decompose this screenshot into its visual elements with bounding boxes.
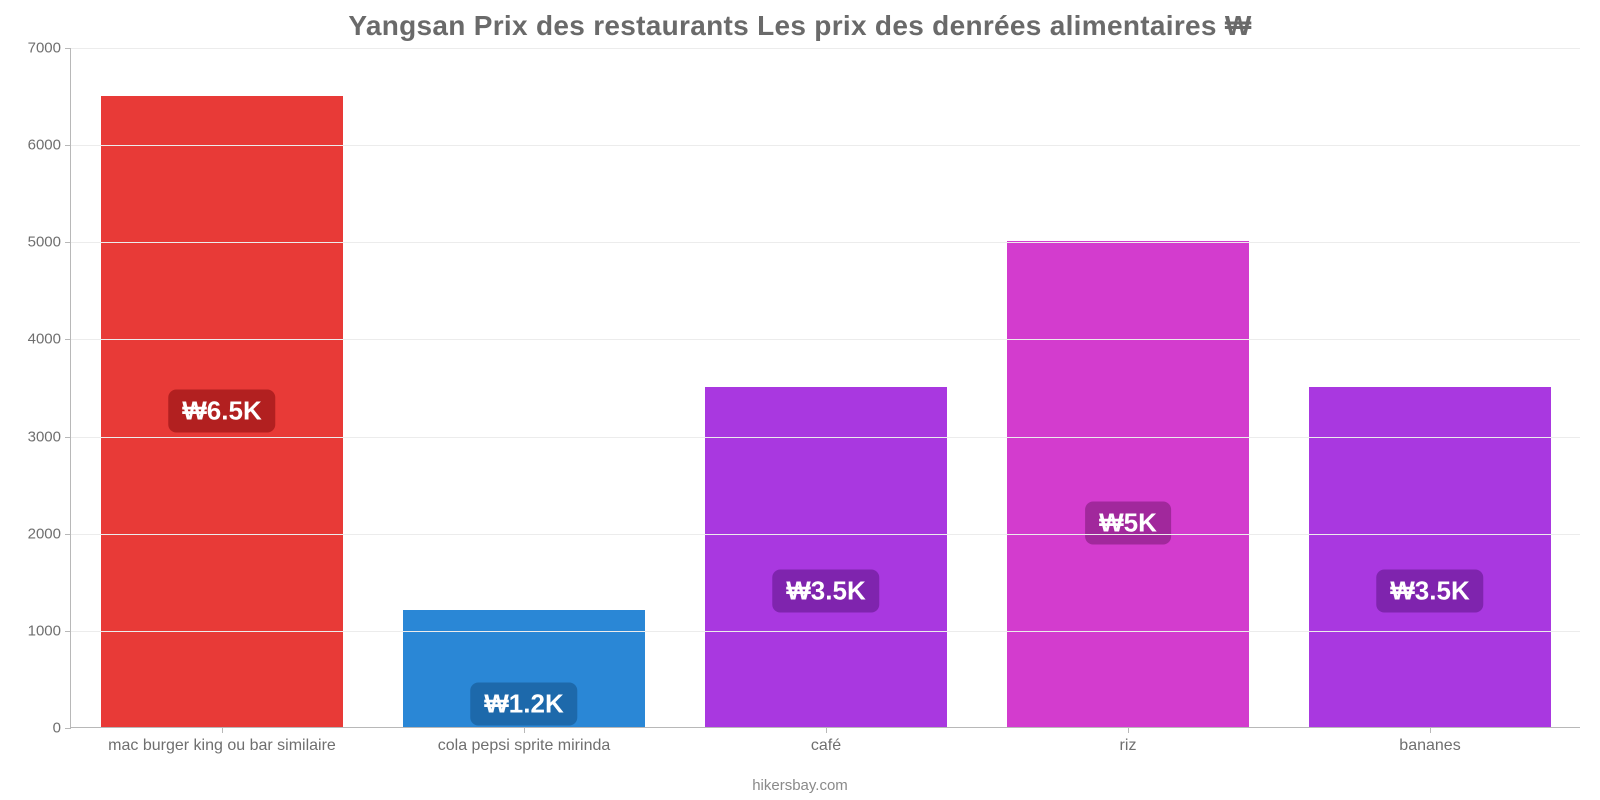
value-label: ₩3.5K — [772, 570, 879, 613]
x-tick-mark — [524, 727, 525, 733]
grid-line — [71, 48, 1580, 49]
x-axis-label: bananes — [1399, 737, 1460, 755]
price-bar-chart: Yangsan Prix des restaurants Les prix de… — [0, 0, 1600, 800]
x-tick-mark — [222, 727, 223, 733]
value-label: ₩3.5K — [1376, 570, 1483, 613]
y-tick-mark — [65, 728, 71, 729]
x-tick-mark — [1128, 727, 1129, 733]
x-axis-label: café — [811, 737, 841, 755]
grid-line — [71, 631, 1580, 632]
bar — [1007, 241, 1249, 727]
x-tick-mark — [826, 727, 827, 733]
value-label: ₩6.5K — [168, 390, 275, 433]
x-axis-label: riz — [1120, 737, 1137, 755]
y-tick-label: 4000 — [28, 331, 61, 348]
y-tick-label: 5000 — [28, 234, 61, 251]
y-tick-mark — [65, 48, 71, 49]
grid-line — [71, 242, 1580, 243]
grid-line — [71, 145, 1580, 146]
y-tick-label: 7000 — [28, 40, 61, 57]
y-tick-label: 3000 — [28, 428, 61, 445]
bar — [1309, 387, 1551, 727]
y-tick-label: 2000 — [28, 525, 61, 542]
y-tick-label: 0 — [53, 720, 61, 737]
credit-text: hikersbay.com — [0, 777, 1600, 794]
bars-layer: ₩6.5K ₩1.2K ₩3.5K ₩5K ₩3.5K — [71, 48, 1580, 727]
chart-title: Yangsan Prix des restaurants Les prix de… — [0, 0, 1600, 42]
x-axis-label: cola pepsi sprite mirinda — [438, 737, 611, 755]
grid-line — [71, 437, 1580, 438]
y-tick-mark — [65, 242, 71, 243]
y-tick-mark — [65, 437, 71, 438]
x-tick-mark — [1430, 727, 1431, 733]
x-axis-label: mac burger king ou bar similaire — [108, 737, 336, 755]
y-tick-mark — [65, 145, 71, 146]
y-tick-label: 1000 — [28, 622, 61, 639]
bar — [705, 387, 947, 727]
y-tick-mark — [65, 534, 71, 535]
y-tick-mark — [65, 631, 71, 632]
plot-area: ₩6.5K₩1.2K₩3.5K₩5K₩3.5K 0100020003000400… — [70, 48, 1580, 728]
grid-line — [71, 339, 1580, 340]
y-tick-mark — [65, 339, 71, 340]
value-label: ₩1.2K — [470, 682, 577, 725]
y-tick-label: 6000 — [28, 137, 61, 154]
value-label: ₩5K — [1085, 502, 1171, 545]
grid-line — [71, 534, 1580, 535]
